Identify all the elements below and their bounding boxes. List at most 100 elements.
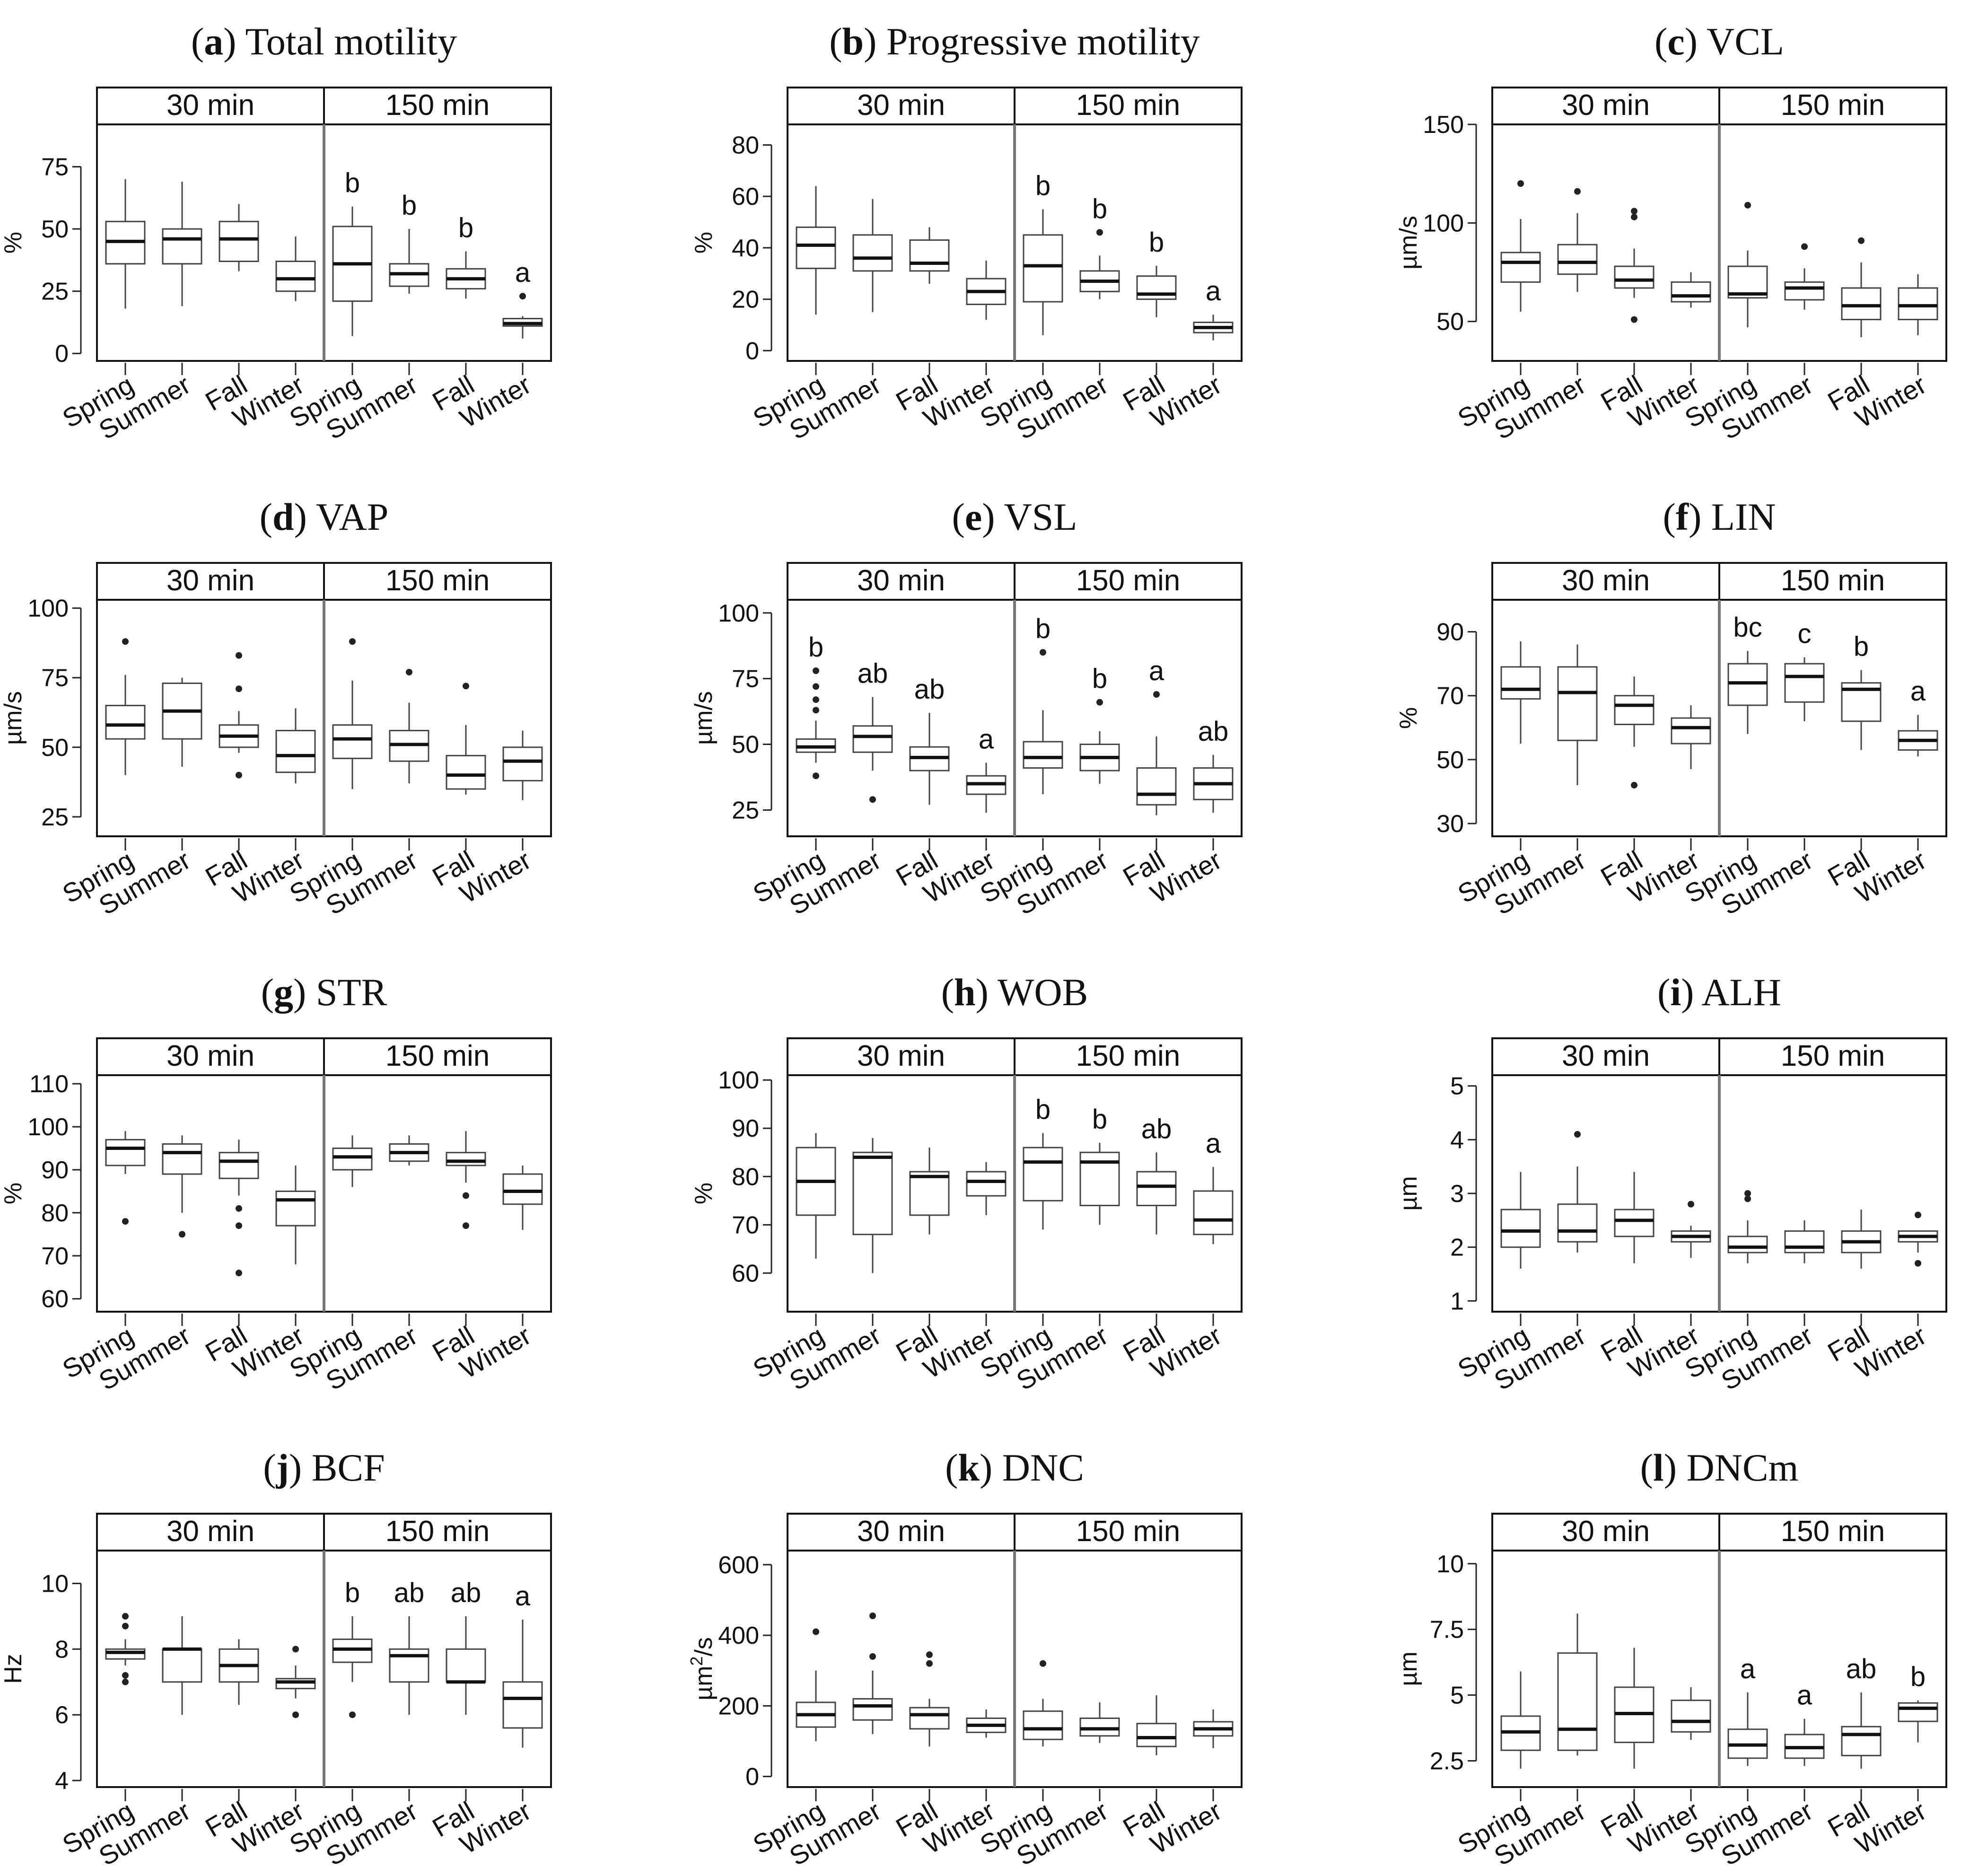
box [162,1143,202,1175]
y-tick-label: 70 [732,1211,759,1239]
box [966,1171,1007,1197]
significance-letter: b [1149,227,1164,258]
facet-strip-label: 150 min [1076,1040,1181,1072]
chart-title: (f) LIN [1663,495,1776,538]
y-tick-label: 0 [55,340,69,368]
chart-title: (g) STR [261,971,387,1014]
significance-letter: c [1798,619,1812,649]
y-axis-label: % [1395,707,1422,729]
significance-letter: b [1092,664,1107,694]
box [275,260,316,292]
outlier-point [292,1646,299,1653]
facet-strip [1014,87,1243,125]
y-tick-label: 80 [732,1163,759,1191]
box [852,234,893,272]
box [1136,767,1177,806]
facet-strip-label: 150 min [1781,1515,1885,1548]
outlier-point [1040,649,1046,656]
box [105,705,146,740]
y-tick-label: 80 [41,1200,69,1227]
facet-strip [1491,1513,1720,1552]
chart-title-text: ) STR [293,971,387,1014]
box [1784,281,1825,301]
facet-strip-label: 30 min [166,564,254,597]
outlier-point [926,1651,933,1658]
y-tick-label: 4 [55,1767,69,1795]
chart-title-paren-open: ( [260,495,272,538]
chart-title-text: ) DNCm [1664,1446,1799,1489]
facet-strip-label: 30 min [857,89,945,122]
box [332,1148,373,1171]
chart-title-text: ) Progressive motility [864,20,1200,63]
y-tick-label: 70 [1436,683,1464,710]
box [502,1681,543,1729]
chart-title-text: ) BCF [289,1446,385,1489]
facet-strip-label: 150 min [385,1040,490,1072]
box [852,725,893,753]
chart-title-text: ) DNC [980,1446,1084,1489]
significance-letter: b [402,190,417,221]
facet-strip-label: 150 min [1076,564,1181,597]
facet-strip-label: 30 min [857,1040,945,1072]
box [1727,1236,1768,1254]
y-axis-label-sup: 2 [687,1657,706,1666]
chart-title-text: ) VSL [982,495,1077,538]
outlier-point [349,638,356,645]
y-axis-label: µm/s [690,691,718,745]
chart-title: (k) DNC [945,1446,1084,1489]
outlier-point [463,683,469,690]
outlier-point [1915,1211,1921,1219]
box [162,1648,202,1683]
box [1841,1726,1882,1756]
outlier-point [1631,781,1637,789]
significance-letter: ab [1141,1113,1172,1144]
outlier-point [1631,316,1637,323]
significance-letter: b [1092,193,1107,224]
y-tick-label: 75 [41,153,69,181]
chart-title-letter: i [1670,971,1681,1014]
y-tick-label: 90 [1436,619,1464,646]
outlier-point [463,1192,469,1199]
box [1671,717,1711,745]
y-axis-label: % [690,232,718,254]
box [1023,234,1063,303]
box [1023,1147,1063,1201]
significance-letter: b [1854,631,1869,662]
box [852,1698,893,1721]
facet-strip [1718,87,1947,125]
box [1614,265,1655,289]
facet-strip [323,1037,552,1076]
box [446,1648,486,1683]
box [1079,1151,1120,1207]
y-axis-label: µm2/s [687,1637,718,1701]
outlier-point [1574,188,1581,195]
box [275,729,316,773]
y-tick-label: 80 [732,131,759,159]
y-axis-label: µm [1395,1176,1422,1210]
y-tick-label: 100 [718,600,759,627]
box [1079,1717,1120,1737]
chart-title-paren-open: ( [1640,1446,1653,1489]
outlier-point [1631,213,1637,220]
facet-strip-label: 30 min [1562,1515,1650,1548]
facet-strip [323,562,552,601]
outlier-point [1688,1201,1694,1208]
facet-strip-label: 150 min [1781,1040,1885,1072]
y-tick-label: 100 [718,1067,759,1094]
chart-title: (i) ALH [1657,971,1781,1014]
facet-strip [96,1037,325,1076]
outlier-point [869,1613,876,1620]
outlier-point [1744,1195,1751,1202]
y-tick-label: 600 [718,1552,759,1579]
outlier-point [179,1231,185,1238]
facet-strip [323,1513,552,1552]
chart-title-letter: k [958,1446,980,1489]
chart-title-text: ) VCL [1685,20,1784,63]
